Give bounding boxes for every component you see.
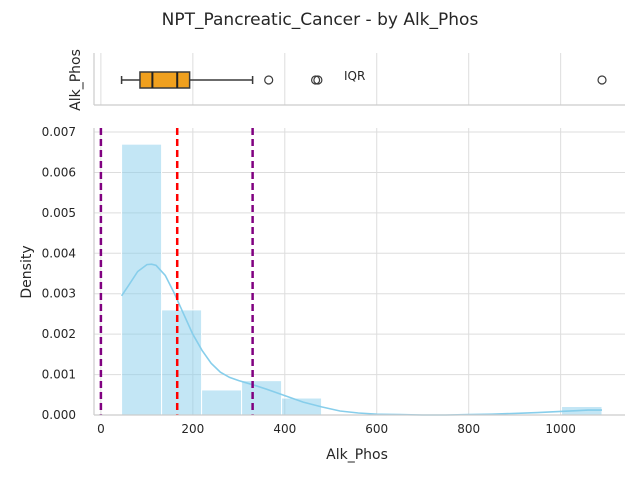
boxplot-outlier (313, 75, 323, 85)
boxplot-outlier (264, 75, 274, 85)
boxplot-panel: IQR Alk_Phos (68, 49, 625, 111)
histogram-xlabel: Alk_Phos (326, 447, 388, 463)
iqr-annotation: IQR (344, 69, 365, 83)
x-tick-label: 600 (365, 422, 388, 436)
histogram-panel: 0 200 400 600 800 1000 0.0000.0010.0020.0030.… (19, 125, 625, 463)
boxplot-outlier (597, 75, 607, 85)
x-tick-label: 0 (97, 422, 105, 436)
y-tick-label: 0.003 (42, 287, 76, 301)
histogram-bar (121, 143, 163, 416)
y-tick-label: 0.006 (42, 165, 76, 179)
y-tick-label: 0.007 (42, 125, 76, 139)
y-tick-label: 0.005 (42, 206, 76, 220)
histogram-ylabel: Density (19, 245, 35, 298)
y-tick-label: 0.004 (42, 246, 76, 260)
y-tick-label: 0.001 (42, 368, 76, 382)
x-tick-label: 800 (457, 422, 480, 436)
boxplot-box (139, 71, 191, 89)
boxplot-ylabel: Alk_Phos (68, 49, 84, 111)
boxplot-outlier (310, 75, 321, 85)
kde-curve (120, 263, 602, 416)
x-tick-label: 200 (181, 422, 204, 436)
histogram-bars (121, 143, 603, 416)
boxplot-marks (120, 71, 607, 89)
histogram-bar (161, 309, 203, 416)
histogram-bar (201, 389, 243, 416)
histogram-bar (241, 380, 283, 416)
y-tick-labels: 0.000 0.001 0.002 0.003 0.004 0.005 0.006 0.007 (42, 125, 76, 422)
reference-lines (99, 128, 254, 415)
y-tick-label: 0.000 (42, 408, 76, 422)
x-tick-label: 1000 (545, 422, 576, 436)
histogram-bar (281, 397, 323, 416)
x-tick-labels: 0 200 400 600 800 1000 (97, 422, 576, 436)
y-tick-label: 0.002 (42, 327, 76, 341)
x-tick-label: 400 (273, 422, 296, 436)
boxplot-gridlines (100, 53, 562, 105)
chart-title: NPT_Pancreatic_Cancer - by Alk_Phos (162, 10, 479, 30)
